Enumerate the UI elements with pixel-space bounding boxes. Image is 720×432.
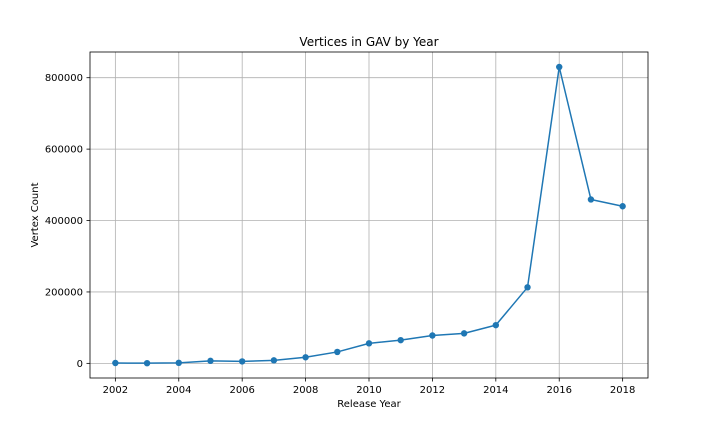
y-axis-label: Vertex Count (30, 182, 41, 247)
series-layer (112, 63, 626, 367)
data-point (524, 284, 531, 291)
data-point (175, 359, 182, 367)
x-tick-label: 2012 (420, 385, 445, 396)
y-tick-label: 0 (77, 359, 83, 370)
y-tick-label: 200000 (45, 287, 83, 298)
data-point (619, 203, 626, 210)
data-point (143, 359, 151, 367)
x-tick-label: 2016 (547, 385, 572, 396)
data-point (207, 357, 214, 365)
data-point (334, 348, 341, 356)
x-tick-label: 2004 (166, 385, 191, 396)
y-axis-ticks: 0 200000 400000 600000 800000 (45, 73, 90, 370)
data-point (397, 336, 404, 344)
data-point (302, 354, 309, 361)
data-point (556, 63, 563, 71)
data-point (270, 357, 278, 364)
data-point (587, 196, 595, 203)
grid-lines (90, 52, 648, 378)
y-tick-label: 400000 (45, 216, 83, 227)
data-point (492, 321, 500, 329)
x-tick-label: 2008 (293, 385, 318, 396)
x-tick-label: 2010 (356, 385, 381, 396)
x-tick-label: 2018 (610, 385, 635, 396)
y-tick-label: 800000 (45, 73, 83, 84)
chart-title: Vertices in GAV by Year (299, 35, 438, 49)
x-axis-label: Release Year (337, 399, 401, 410)
data-point (365, 340, 373, 347)
data-point (112, 359, 119, 367)
x-tick-label: 2002 (103, 385, 128, 396)
y-tick-label: 600000 (45, 145, 83, 156)
data-point (460, 330, 468, 337)
data-point (238, 358, 246, 365)
x-tick-label: 2006 (229, 385, 254, 396)
data-point (429, 332, 436, 339)
x-tick-label: 2014 (483, 385, 508, 396)
x-axis-ticks: 2002 2004 2006 2008 2010 2012 2014 2016 2018 (103, 378, 635, 396)
